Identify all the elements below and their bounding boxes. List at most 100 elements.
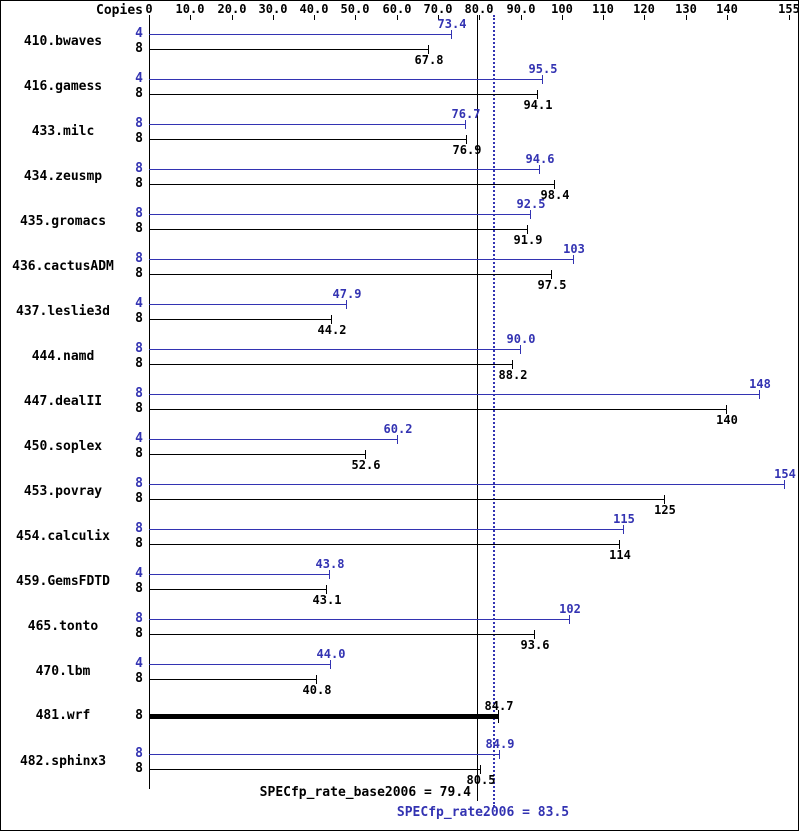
benchmark-name: 482.sphinx3 [19, 754, 107, 769]
bar-end-tick [542, 75, 543, 84]
bar-end-tick [316, 675, 317, 684]
base-value-label: 43.1 [312, 593, 342, 607]
bar-end-tick [480, 765, 481, 774]
peak-value-label: 73.4 [437, 17, 467, 31]
base-bar [149, 139, 467, 140]
x-axis-tick-label: 70.0 [423, 2, 453, 16]
base-value-label: 140 [716, 413, 738, 427]
peak-value-label: 95.5 [528, 62, 558, 76]
peak-value-label: 84.9 [485, 737, 515, 751]
base-value-label: 93.6 [520, 638, 550, 652]
copies-value: 8 [135, 671, 143, 686]
copies-value: 8 [135, 116, 143, 131]
base-value-label: 67.8 [414, 53, 444, 67]
peak-bar [149, 439, 398, 440]
peak-value-label: 60.2 [383, 422, 413, 436]
x-axis-tick [438, 15, 439, 20]
peak-bar [149, 214, 531, 215]
benchmark-name: 459.GemsFDTD [16, 574, 110, 589]
bar-end-tick [569, 615, 570, 624]
x-axis-tick-label: 0 [145, 2, 153, 16]
value-label: 84.7 [484, 699, 514, 713]
base-rate-summary: SPECfp_rate_base2006 = 79.4 [259, 785, 471, 800]
copies-value: 8 [135, 476, 143, 491]
benchmark-name: 454.calculix [16, 529, 110, 544]
base-bar [149, 499, 665, 500]
copies-value: 8 [135, 386, 143, 401]
base-value-label: 97.5 [537, 278, 567, 292]
base-bar [149, 769, 481, 770]
bar-end-tick [784, 480, 785, 489]
peak-bar [149, 394, 760, 395]
copies-value: 8 [135, 206, 143, 221]
base-bar [149, 409, 727, 410]
x-axis-tick-label: 60.0 [382, 2, 412, 16]
copies-value: 8 [135, 611, 143, 626]
peak-bar [149, 304, 347, 305]
copies-value: 8 [135, 491, 143, 506]
bar-end-tick [428, 45, 429, 54]
bar-end-tick [619, 540, 620, 549]
base-bar [149, 544, 620, 545]
bar-end-tick [331, 315, 332, 324]
x-axis-tick-label: 140 [716, 2, 738, 16]
bar-end-tick [512, 360, 513, 369]
base-bar [149, 679, 317, 680]
base-value-label: 91.9 [513, 233, 543, 247]
peak-value-label: 76.7 [451, 107, 481, 121]
base-reference-line [477, 15, 478, 801]
peak-bar [149, 574, 330, 575]
base-bar [149, 229, 528, 230]
bar-end-tick [465, 120, 466, 129]
base-bar [149, 274, 552, 275]
x-axis-tick [355, 15, 356, 20]
base-value-label: 52.6 [351, 458, 381, 472]
bar-end-tick [520, 345, 521, 354]
x-axis-tick-label: 30.0 [258, 2, 288, 16]
x-axis-tick-label: 110 [592, 2, 614, 16]
bar-end-tick [664, 495, 665, 504]
copies-value: 4 [135, 566, 143, 581]
bar-end-tick [326, 585, 327, 594]
copies-value: 4 [135, 656, 143, 671]
benchmark-name: 433.milc [31, 124, 95, 139]
bar-end-tick [530, 210, 531, 219]
peak-value-label: 148 [749, 377, 771, 391]
peak-bar [149, 529, 624, 530]
bar-end-tick [759, 390, 760, 399]
peak-bar [149, 619, 570, 620]
peak-value-label: 102 [559, 602, 581, 616]
copies-value: 8 [135, 521, 143, 536]
x-axis-tick [644, 15, 645, 20]
peak-value-label: 92.5 [516, 197, 546, 211]
copies-value: 8 [135, 251, 143, 266]
x-axis-tick-label: 40.0 [299, 2, 329, 16]
x-axis-tick [789, 15, 790, 20]
copies-value: 8 [135, 401, 143, 416]
peak-value-label: 47.9 [332, 287, 362, 301]
bar-end-tick [451, 30, 452, 39]
bar-end-tick [397, 435, 398, 444]
bar-end-tick [498, 710, 499, 723]
copies-value: 8 [135, 41, 143, 56]
x-axis-tick [314, 15, 315, 20]
benchmark-name: 416.gamess [23, 79, 103, 94]
base-value-label: 114 [609, 548, 631, 562]
base-bar [149, 454, 366, 455]
copies-value: 4 [135, 71, 143, 86]
copies-value: 8 [135, 356, 143, 371]
x-axis-tick-label: 80.0 [464, 2, 494, 16]
base-bar [149, 634, 535, 635]
peak-value-label: 154 [774, 467, 796, 481]
bar-end-tick [466, 135, 467, 144]
x-axis-tick [232, 15, 233, 20]
base-value-label: 76.9 [452, 143, 482, 157]
x-axis-tick [479, 15, 480, 20]
benchmark-name: 434.zeusmp [23, 169, 103, 184]
x-axis-tick [190, 15, 191, 20]
benchmark-name: 410.bwaves [23, 34, 103, 49]
bar-end-tick [554, 180, 555, 189]
peak-value-label: 103 [563, 242, 585, 256]
